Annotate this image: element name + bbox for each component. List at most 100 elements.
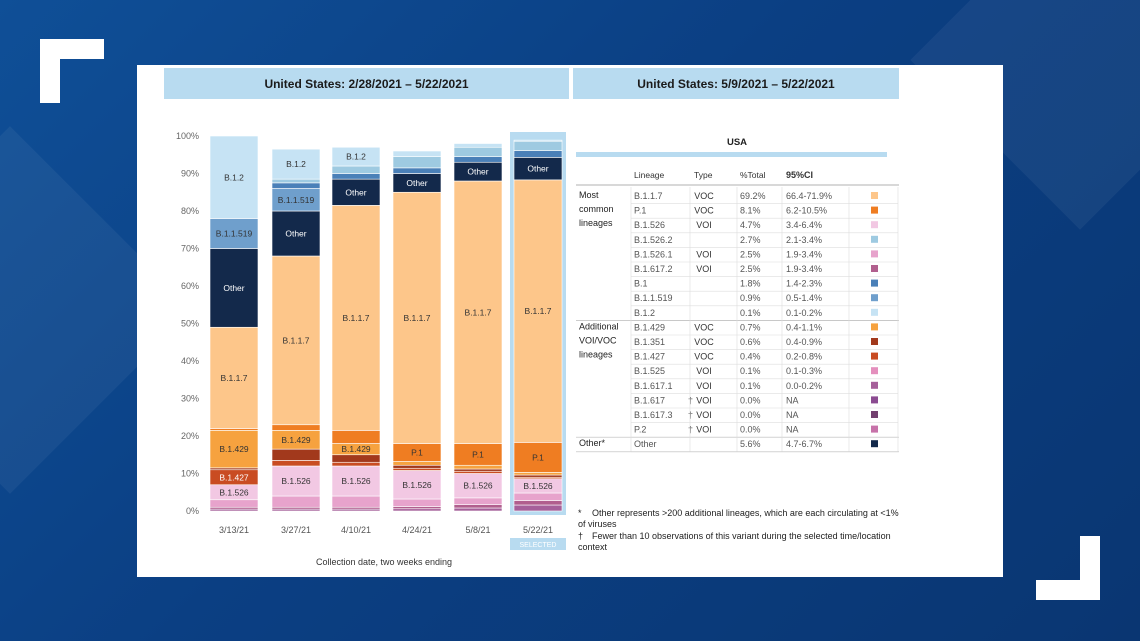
bar-segment-other — [331, 178, 381, 206]
table-cell-total: 0.9% — [740, 293, 761, 303]
table-cell-lineage: B.1.617 — [634, 395, 665, 405]
bar-segment-b-1-617-1 — [513, 504, 563, 512]
stacked-bar-chart: 0% 10% 20% 30% 40% 50% 60% 70% 80% 90% 100% SELECTE… — [176, 131, 899, 567]
legend-swatch-b-1-429 — [871, 323, 878, 331]
bar-label-other: Other — [467, 167, 488, 177]
legend-swatch-b-1 — [871, 279, 878, 287]
table-cell-type: VOC — [694, 206, 714, 216]
bar-segment-b-1-526-1 — [271, 495, 321, 508]
bar-segment-b-1-617-2 — [513, 500, 563, 506]
table-title: USA — [727, 137, 747, 148]
bar-segment-b-1-526-1 — [453, 497, 503, 505]
bar-label-b-1-526: B.1.526 — [523, 481, 553, 491]
table-cell-lineage: B.1 — [634, 279, 648, 289]
table-cell-lineage: B.1.526 — [634, 220, 665, 230]
legend-swatch-p-2 — [871, 425, 878, 433]
bar-label-b-1-1-7: B.1.1.7 — [465, 307, 492, 317]
y-tick-label: 20% — [181, 431, 199, 441]
bar-segment-b-1 — [271, 182, 321, 189]
bar-segment-b-1-526-2 — [392, 156, 442, 169]
bar-segment-other — [209, 248, 259, 328]
footnote-dagger-text: Fewer than 10 observations of this varia… — [578, 531, 891, 552]
bar-segment-b-1 — [392, 167, 442, 174]
legend-swatch-b-1-617-1 — [871, 381, 878, 389]
bar-segment-b-1-2 — [331, 146, 381, 167]
table-cell-ci: 1.9-3.4% — [786, 249, 822, 259]
table-cell-type: VOC — [694, 352, 714, 362]
bar-label-other: Other — [345, 187, 366, 197]
bar-label-b-1-1-7: B.1.1.7 — [525, 306, 552, 316]
y-tick-label: 80% — [181, 206, 199, 216]
bar-label-b-1-526: B.1.526 — [341, 476, 371, 486]
y-tick-label: 30% — [181, 394, 199, 404]
y-tick-label: 40% — [181, 356, 199, 366]
table-cell-total: 0.0% — [740, 395, 761, 405]
bar-segment-b-1-1-7 — [453, 180, 503, 444]
table-cell-total: 0.1% — [740, 366, 761, 376]
bar-segment-b-1-427 — [331, 461, 381, 467]
bar-label-b-1-2: B.1.2 — [224, 172, 244, 182]
footnotes: * Other represents >200 additional lineag… — [578, 508, 908, 554]
table-cell-lineage: B.1.526.2 — [634, 235, 673, 245]
bar-segment-b-1-429 — [513, 472, 563, 476]
bar-segment-b-1-526-2 — [453, 146, 503, 157]
footnote-other: * Other represents >200 additional lineag… — [578, 508, 908, 530]
table-cell-lineage: B.1.526.1 — [634, 249, 673, 259]
footnote-other-symbol: * — [578, 508, 582, 518]
bar-segment-b-1-2 — [453, 143, 503, 148]
table-cell-ci: 0.4-1.1% — [786, 322, 822, 332]
table-cell-type: VOC — [694, 337, 714, 347]
table-cell-total: 0.0% — [740, 410, 761, 420]
bar-segment-b-1-427 — [392, 467, 442, 471]
y-tick-label: 0% — [186, 506, 199, 516]
table-cell-total: 2.5% — [740, 249, 761, 259]
table-cell-total: 4.7% — [740, 220, 761, 230]
bar-label-b-1-526: B.1.526 — [281, 476, 311, 486]
table-cell-lineage: P.1 — [634, 206, 646, 216]
bar-label-b-1-2: B.1.2 — [286, 159, 306, 169]
bar-segment-b-1-429 — [392, 461, 442, 466]
bar-label-b-1-1-519: B.1.1.519 — [278, 195, 315, 205]
bar-segment-b-1-2 — [209, 135, 259, 219]
legend-swatch-b-1-1-7 — [871, 192, 878, 199]
legend-swatch-b-1-526 — [871, 221, 878, 229]
bar-label-b-1-429: B.1.429 — [341, 444, 371, 454]
bar-segment-b-1 — [331, 173, 381, 180]
footnote-dagger: † Fewer than 10 observations of this vari… — [578, 531, 908, 553]
table-cell-ci: NA — [786, 410, 799, 420]
x-tick-label: 4/24/21 — [402, 525, 432, 535]
table-cell-lineage: B.1.617.2 — [634, 264, 673, 274]
bar-segment-b-1-351 — [271, 448, 321, 461]
table-cell-total: 0.1% — [740, 381, 761, 391]
table-cell-ci: 2.1-3.4% — [786, 235, 822, 245]
bar-segment-b-1-427 — [271, 460, 321, 467]
bar-segment-b-1-526 — [392, 470, 442, 500]
x-tick-label: 5/22/21 — [523, 525, 553, 535]
table-cell-ci: 1.4-2.3% — [786, 279, 822, 289]
bar-segment-b-1-2 — [392, 150, 442, 157]
x-tick-label: 3/27/21 — [281, 525, 311, 535]
table-header-type: Type — [694, 170, 713, 180]
table-cell-total: 0.4% — [740, 352, 761, 362]
bar-label-other: Other — [406, 178, 427, 188]
table-group-label: Other* — [579, 438, 606, 448]
y-tick-label: 60% — [181, 281, 199, 291]
table-cell-type: VOI — [696, 264, 712, 274]
table-cell-lineage: B.1.2 — [634, 308, 655, 318]
table-cell-lineage: B.1.427 — [634, 352, 665, 362]
table-cell-ci: 3.4-6.4% — [786, 220, 822, 230]
bar-label-b-1-2: B.1.2 — [346, 152, 366, 162]
bar-segment-b-1-526-2 — [331, 165, 381, 174]
table-cell-ci: NA — [786, 395, 799, 405]
table-cell-dagger: † — [688, 395, 693, 405]
bar-label-b-1-526: B.1.526 — [219, 487, 249, 497]
legend-swatch-b-1-351 — [871, 338, 878, 345]
bar-segment-b-1-427 — [453, 470, 503, 474]
table-cell-type: VOI — [696, 366, 712, 376]
variant-proportions-panel: United States: 2/28/2021 – 5/22/2021 Uni… — [137, 65, 1003, 577]
table-header-lineage: Lineage — [634, 170, 665, 180]
legend-swatch-b-1-617 — [871, 396, 878, 404]
table-cell-ci: 0.1-0.2% — [786, 308, 822, 318]
bar-segment-b-1-526-1 — [209, 499, 259, 508]
left-panel-header: United States: 2/28/2021 – 5/22/2021 — [164, 68, 569, 99]
